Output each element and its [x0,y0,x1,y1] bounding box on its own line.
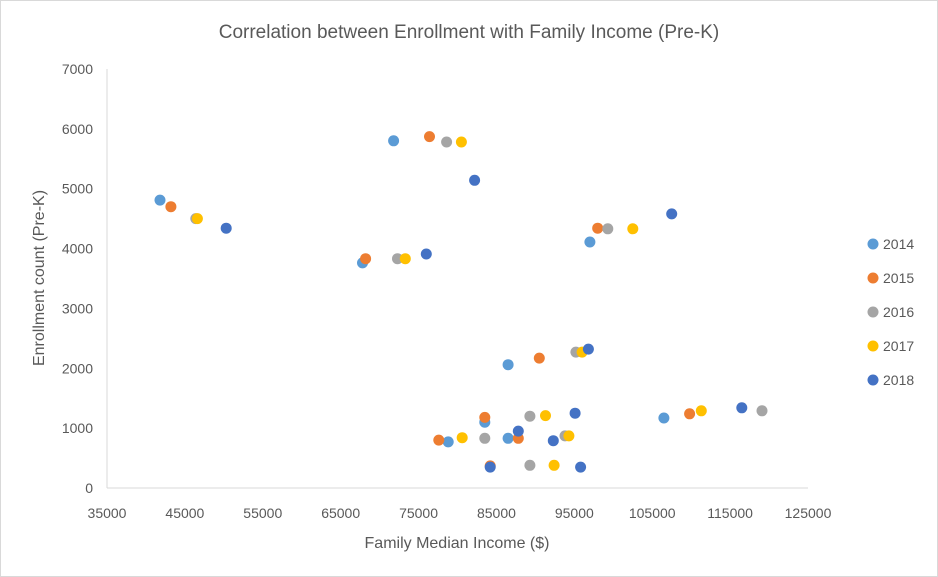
scatter-point [392,253,403,265]
legend-label: 2014 [883,236,914,252]
scatter-point [684,408,696,420]
scatter-point [592,222,604,234]
scatter-point [547,435,559,447]
y-tick-label: 4000 [62,241,93,257]
scatter-point [484,461,496,473]
scatter-point [388,135,400,147]
scatter-point [563,430,575,442]
scatter-point [582,343,594,355]
scatter-point [627,223,639,235]
x-tick-label: 95000 [555,505,594,521]
scatter-point [441,136,453,148]
scatter-point [220,222,232,234]
legend-item: 2015 [867,270,914,286]
scatter-point [756,405,768,417]
scatter-point [433,434,445,446]
legend-label: 2018 [883,372,914,388]
x-tick-label: 45000 [165,505,204,521]
y-tick-label: 2000 [62,360,93,376]
x-tick-label: 55000 [243,505,282,521]
scatter-point [424,131,435,143]
scatter-point [479,411,491,423]
legend-label: 2017 [883,338,914,354]
legend-label: 2015 [883,270,914,286]
y-tick-label: 0 [85,480,93,496]
x-tick-label: 125000 [785,505,832,521]
scatter-point [584,236,596,248]
scatter-point [658,412,670,424]
scatter-point [602,223,614,235]
y-tick-label: 1000 [62,420,93,436]
scatter-point [524,459,536,471]
scatter-point [548,459,560,471]
series-2018 [220,174,748,473]
legend-item: 2014 [867,236,914,252]
scatter-point [442,436,454,448]
scatter-point [666,208,678,220]
scatter-point [533,352,545,364]
scatter-point [456,432,468,444]
scatter-point [569,407,581,419]
legend-item: 2018 [867,372,914,388]
chart-title: Correlation between Enrollment with Fami… [219,22,720,43]
scatter-point [360,253,372,265]
scatter-point [165,201,177,213]
x-axis-title: Family Median Income ($) [365,535,550,552]
x-tick-label: 85000 [477,505,516,521]
scatter-point [502,359,514,371]
legend: 2014 2015 2016 2017 2018 [867,236,914,388]
y-tick-label: 7000 [62,61,93,77]
y-axis-ticks: 0 1000 2000 3000 4000 5000 6000 7000 [62,61,93,496]
legend-marker [867,238,879,250]
legend-marker [867,340,879,352]
legend-item: 2017 [867,338,914,354]
series-2014 [154,135,670,448]
scatter-point [154,194,166,206]
x-tick-label: 105000 [629,505,676,521]
x-axis-ticks: 35000 45000 55000 65000 75000 85000 95000 10500… [88,505,832,521]
scatter-point [399,253,411,265]
scatter-point [191,213,203,225]
scatter-point [540,410,551,422]
legend-item: 2016 [867,304,914,320]
scatter-point [695,405,707,417]
data-points [154,131,768,473]
series-2015 [165,131,696,472]
scatter-point [420,248,432,260]
scatter-point [455,136,467,148]
scatter-point [469,174,481,186]
y-tick-label: 6000 [62,121,93,137]
scatter-point [502,432,514,444]
series-2016 [190,136,768,471]
y-axis-title: Enrollment count (Pre-K) [31,190,48,366]
y-tick-label: 5000 [62,181,93,197]
x-tick-label: 75000 [399,505,438,521]
legend-marker [867,306,879,318]
x-tick-label: 115000 [707,505,753,521]
scatter-point [479,432,491,444]
scatter-point [736,402,748,414]
scatter-point [575,461,587,473]
scatter-point [512,425,524,437]
scatter-point [524,410,536,422]
legend-marker [867,272,879,284]
legend-label: 2016 [883,304,914,320]
legend-marker [867,374,879,386]
x-tick-label: 35000 [88,505,127,521]
y-tick-label: 3000 [62,300,93,316]
x-tick-label: 65000 [321,505,360,521]
series-2017 [191,136,707,471]
